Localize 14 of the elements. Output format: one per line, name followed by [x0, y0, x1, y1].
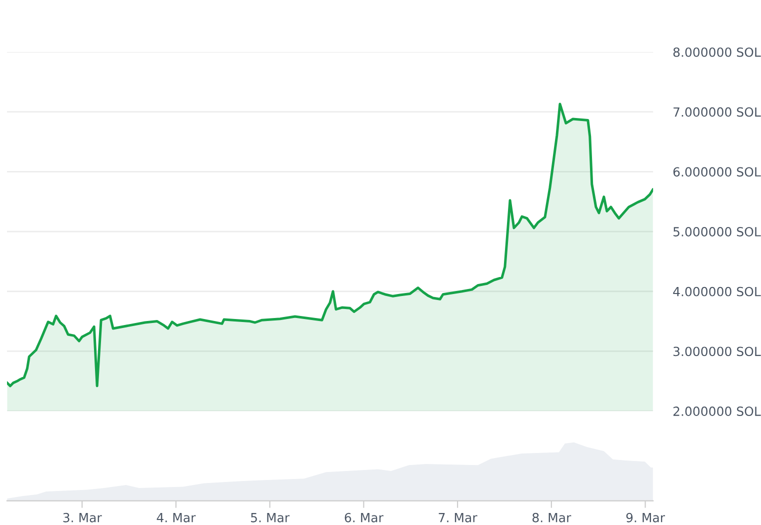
- x-tick-label: 9. Mar: [626, 512, 666, 522]
- x-tick-label: 3. Mar: [63, 512, 102, 522]
- y-tick-label: 7.000000 SOL: [674, 107, 761, 117]
- y-tick-label: 3.000000 SOL: [673, 346, 761, 356]
- y-tick-label: 5.000000 SOL: [674, 226, 761, 236]
- y-tick-label: 6.000000 SOL: [673, 167, 761, 177]
- x-tick-label: 8. Mar: [532, 512, 572, 522]
- x-tick-label: 4. Mar: [156, 513, 196, 522]
- y-tick-label: 8.000000 SOL: [673, 47, 761, 57]
- x-tick-label: 6. Mar: [344, 512, 384, 522]
- x-tick-label: 5. Mar: [251, 513, 290, 522]
- y-tick-label: 4.000000 SOL: [673, 286, 761, 296]
- y-tick-label: 2.000000 SOL: [673, 406, 761, 416]
- x-tick-label: 7. Mar: [438, 513, 478, 522]
